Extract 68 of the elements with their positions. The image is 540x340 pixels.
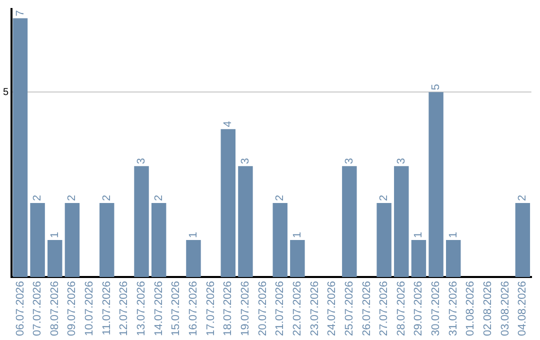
- x-tick-label: 29.07.2026: [412, 280, 425, 336]
- data-label: 3: [343, 158, 356, 164]
- bar: [342, 166, 357, 277]
- x-tick-label: 26.07.2026: [360, 280, 373, 336]
- x-tick-label: 23.07.2026: [308, 280, 321, 336]
- data-label: 1: [412, 232, 425, 238]
- bar: [238, 166, 253, 277]
- data-label: 1: [447, 232, 460, 238]
- bar: [290, 240, 305, 277]
- x-tick-label: 28.07.2026: [395, 280, 408, 336]
- bar: [446, 240, 461, 277]
- data-label: 1: [188, 232, 200, 238]
- x-tick-label: 18.07.2026: [222, 280, 234, 336]
- data-label: 2: [516, 194, 529, 202]
- data-label: 3: [239, 158, 252, 164]
- x-tick-label: 19.07.2026: [239, 280, 252, 336]
- x-tick-label: 17.07.2026: [204, 280, 217, 336]
- bar: [376, 203, 392, 277]
- x-tick-label: 30.07.2026: [430, 280, 442, 336]
- bar: [428, 92, 444, 277]
- x-tick-label: 20.07.2026: [256, 280, 269, 336]
- bar: [272, 203, 288, 277]
- data-label: 2: [274, 194, 286, 202]
- x-tick-label: 24.07.2026: [326, 280, 338, 336]
- bar: [515, 203, 530, 277]
- bar: [99, 203, 114, 277]
- x-tick-label: 03.08.2026: [499, 280, 512, 336]
- bar: [186, 240, 201, 277]
- x-tick-label: 31.07.2026: [447, 280, 460, 336]
- x-tick-label: 13.07.2026: [136, 280, 148, 336]
- x-tick-label: 27.07.2026: [378, 280, 390, 336]
- bar: [411, 240, 426, 277]
- data-label: 2: [100, 194, 113, 202]
- bar: [151, 203, 166, 277]
- data-label: 3: [395, 158, 408, 164]
- bar: [48, 240, 62, 277]
- data-label: 1: [48, 232, 61, 238]
- x-tick-label: 22.07.2026: [291, 280, 304, 336]
- data-label: 2: [378, 194, 390, 202]
- x-tick-label: 16.07.2026: [188, 280, 200, 336]
- x-tick-label: 08.07.2026: [48, 280, 61, 336]
- x-tick-label: 14.07.2026: [152, 280, 165, 336]
- x-tick-label: 09.07.2026: [66, 280, 78, 336]
- data-label: 2: [66, 194, 78, 202]
- bar: [64, 203, 80, 277]
- x-tick-label: 10.07.2026: [84, 280, 96, 336]
- data-label: 2: [152, 194, 165, 202]
- x-tick-label: 11.07.2026: [100, 280, 113, 336]
- bar: [394, 166, 409, 277]
- x-tick-label: 15.07.2026: [170, 280, 182, 336]
- bar: [30, 203, 45, 277]
- x-tick-label: 07.07.2026: [32, 280, 44, 336]
- bar: [134, 166, 149, 277]
- data-label: 1: [291, 232, 304, 238]
- x-tick-label: 01.08.2026: [464, 280, 477, 336]
- bar: [220, 129, 236, 277]
- x-tick-label: 21.07.2026: [274, 280, 286, 336]
- data-label: 2: [32, 194, 44, 202]
- x-tick-label: 25.07.2026: [343, 280, 356, 336]
- x-tick-label: 12.07.2026: [118, 280, 130, 336]
- x-tick-label: 06.07.2026: [14, 280, 26, 336]
- x-tick-label: 04.08.2026: [516, 280, 529, 336]
- data-label: 5: [430, 84, 442, 90]
- x-tick-label: 02.08.2026: [482, 280, 494, 336]
- data-label: 4: [222, 120, 234, 128]
- data-label: 7: [14, 10, 26, 16]
- bar: [12, 18, 28, 277]
- data-label: 3: [136, 158, 148, 164]
